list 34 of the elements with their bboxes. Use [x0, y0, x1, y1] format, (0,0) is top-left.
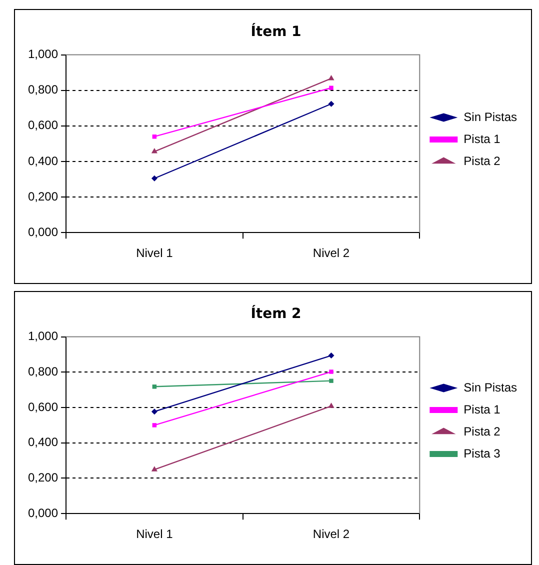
chart-title: Ítem 2	[250, 305, 302, 322]
x-tick-label: Nivel 2	[312, 527, 350, 542]
point	[328, 352, 334, 359]
point	[152, 384, 157, 389]
point	[151, 408, 158, 415]
y-tick-label: 0,000	[28, 224, 58, 239]
x-tick-label: Nivel 1	[136, 527, 174, 542]
legend-label: Sin Pistas	[464, 380, 518, 394]
y-tick-label: 1,000	[28, 47, 58, 62]
chart-title: Ítem 1	[250, 23, 302, 40]
y-tick-label: 0,400	[28, 435, 58, 450]
point	[329, 370, 334, 374]
y-tick-label: 1,000	[28, 329, 58, 344]
legend-label: Pista 3	[464, 446, 501, 460]
legend-label: Pista 2	[464, 424, 501, 438]
legend-label: Pista 1	[464, 402, 501, 416]
y-tick-label: 0,600	[28, 400, 58, 414]
y-tick-label: 0,800	[28, 82, 58, 97]
y-tick-label: 0,200	[28, 470, 58, 485]
legend-label: Sin Pistas	[464, 110, 518, 124]
y-tick-label: 0,800	[28, 364, 58, 378]
point	[152, 423, 157, 428]
y-tick-label: 0,600	[28, 118, 58, 132]
point	[328, 100, 334, 107]
y-tick-label: 0,400	[28, 154, 58, 168]
y-tick-label: 0,000	[28, 506, 58, 520]
point	[329, 378, 334, 383]
y-tick-label: 0,200	[28, 189, 58, 204]
point	[329, 86, 334, 90]
legend-label: Pista 1	[464, 132, 501, 146]
point	[151, 175, 158, 182]
x-tick-label: Nivel 2	[312, 246, 350, 260]
x-tick-label: Nivel 1	[136, 246, 174, 260]
legend-label: Pista 2	[464, 154, 501, 168]
